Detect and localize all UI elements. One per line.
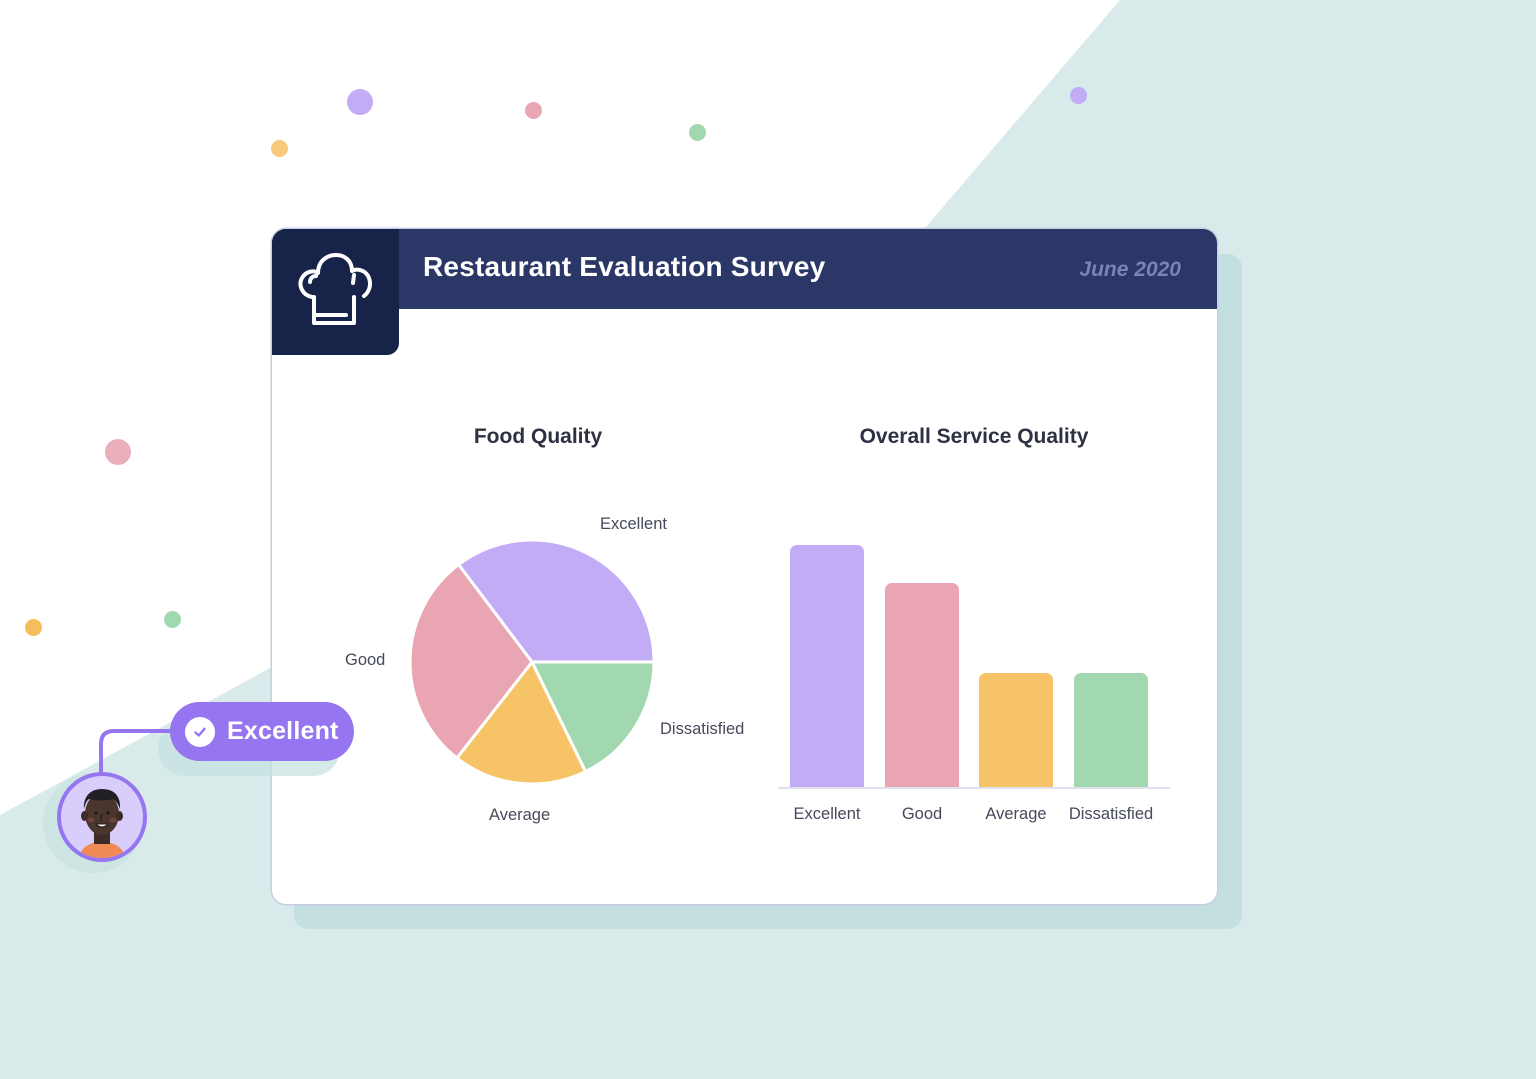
pie-slice-dissatisfied (530, 660, 656, 774)
bar-label-good: Good (901, 805, 943, 823)
bar-chart-baseline (778, 787, 1170, 789)
decor-dot-yellow-left (25, 619, 42, 636)
check-circle-icon (185, 716, 215, 747)
survey-title: Restaurant Evaluation Survey (423, 251, 826, 282)
pie-label-average: Average (489, 806, 551, 824)
avatar[interactable] (57, 772, 147, 862)
bar-dissatisfied (1074, 673, 1148, 787)
bar-average (979, 673, 1053, 787)
bar-label-excellent: Excellent (793, 805, 861, 823)
decor-dot-purple-small (1070, 87, 1087, 104)
decor-dot-purple (347, 89, 373, 115)
food-quality-pie (408, 539, 656, 786)
decor-dot-green-left (164, 611, 181, 628)
decor-dot-green (689, 124, 706, 141)
decor-dot-pink (525, 102, 542, 119)
bar-label-average: Average (985, 805, 1047, 823)
card-header: Restaurant Evaluation Survey June 2020 (272, 229, 1217, 309)
connector-line (99, 729, 175, 775)
service-quality-title: Overall Service Quality (859, 425, 1089, 448)
service-quality-bar-chart: Excellent Good Average Dissatisfied (778, 529, 1170, 823)
badge-label: Excellent (227, 717, 339, 745)
survey-date: June 2020 (1079, 258, 1181, 281)
pie-label-excellent: Excellent (600, 515, 667, 533)
decor-dot-yellow (271, 140, 288, 157)
pie-label-good: Good (345, 651, 386, 669)
bar-label-dissatisfied: Dissatisfied (1068, 805, 1154, 823)
person-avatar-icon (79, 789, 125, 858)
survey-card: Restaurant Evaluation Survey June 2020 F… (272, 229, 1217, 904)
pie-slice-excellent (457, 539, 656, 664)
pie-label-dissatisfied: Dissatisfied (660, 720, 745, 738)
decor-dot-pink-large (105, 439, 131, 465)
response-badge[interactable]: Excellent (170, 702, 354, 761)
pie-slice-good (408, 563, 534, 760)
food-quality-title: Food Quality (473, 425, 603, 448)
pie-slice-average (455, 660, 587, 786)
bar-good (885, 583, 959, 787)
chef-hat-icon (298, 253, 373, 325)
bar-excellent (790, 545, 864, 787)
icon-tile (272, 229, 399, 355)
